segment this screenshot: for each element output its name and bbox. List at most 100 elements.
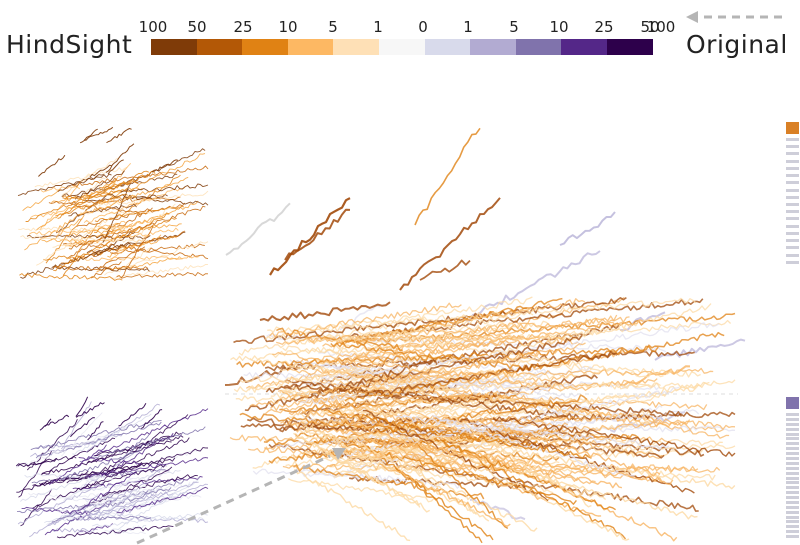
thumbnail-line (107, 193, 209, 206)
strip-row (786, 447, 799, 451)
trajectory-line (403, 441, 674, 486)
hindsight-thumbnail[interactable] (17, 126, 209, 281)
strip-row (786, 166, 799, 170)
thumbnail-line (77, 471, 137, 511)
thumbnail-line (83, 126, 114, 141)
legend-right-title: Original (686, 30, 788, 59)
legend-tick-label: 5 (328, 18, 338, 36)
original-thumbnail[interactable] (15, 396, 209, 539)
trajectory-line (474, 465, 630, 541)
thumbnail-line (44, 414, 70, 427)
thumbnail-line (46, 510, 87, 526)
thumbnail-line (19, 273, 123, 281)
thumbnail-line (66, 255, 200, 262)
thumbnail-line (46, 486, 160, 502)
trajectory-line (443, 442, 616, 511)
legend-tick-label: 25 (233, 18, 253, 36)
trajectory-line (414, 127, 481, 226)
strip-row (786, 417, 799, 421)
legend-tick-label: 50 (640, 18, 660, 36)
trajectory-line (303, 462, 447, 476)
thumbnail-line (98, 180, 139, 189)
trajectory-line (508, 466, 607, 501)
strip-row (786, 476, 799, 480)
trajectory-line (264, 296, 533, 340)
original-side-strip[interactable] (786, 397, 799, 542)
trajectory-line (399, 197, 501, 291)
legend-color-swatch (470, 39, 517, 55)
thumbnail-line (17, 455, 77, 467)
legend-tick-label: 10 (549, 18, 569, 36)
legend-color-swatch (515, 39, 562, 55)
trajectory-line (248, 365, 376, 393)
trajectory-line (334, 419, 652, 467)
strip-header (786, 122, 799, 134)
thumbnail-line (73, 469, 181, 495)
hindsight-side-strip[interactable] (786, 122, 799, 270)
thumbnail-line (38, 154, 66, 177)
strip-row (786, 188, 799, 192)
strip-row (786, 195, 799, 199)
thumbnail-line (52, 265, 149, 271)
thumbnail-line (107, 475, 172, 484)
thumbnail-line (98, 153, 206, 205)
thumbnail-line (93, 222, 121, 233)
thumbnail-line (116, 272, 209, 279)
trajectory-line (327, 414, 438, 455)
thumbnail-line (79, 176, 189, 216)
strip-header (786, 397, 799, 409)
thumbnail-line (107, 159, 124, 175)
thumbnail-line (85, 450, 198, 482)
trajectory-line (464, 250, 601, 322)
thumbnail-line (79, 426, 206, 463)
strip-row (786, 471, 799, 475)
strip-row (786, 181, 799, 185)
legend-tick-label: 10 (278, 18, 298, 36)
thumbnail-line (118, 402, 147, 427)
trajectory-line (334, 311, 534, 342)
trajectory-line (296, 418, 570, 428)
thumbnail-line (38, 457, 176, 486)
trajectory-line (559, 211, 616, 246)
strip-row (786, 456, 799, 460)
thumbnail-line (74, 170, 125, 200)
trajectory-line (348, 318, 644, 362)
thumbnail-line (87, 421, 104, 441)
legend-color-swatch (242, 39, 289, 55)
thumbnail-line (39, 418, 52, 431)
thumbnail-line (92, 231, 136, 257)
thumbnail-line (41, 437, 116, 475)
trajectory-line (224, 365, 301, 386)
thumbnail-line (20, 488, 53, 527)
thumbnail-line (36, 216, 111, 266)
trajectory-line (276, 316, 630, 345)
legend-color-swatch (333, 39, 380, 55)
strip-row (786, 505, 799, 509)
thumbnail-line (91, 512, 208, 527)
trajectory-line (265, 350, 540, 415)
strip-row (786, 500, 799, 504)
strip-row (786, 496, 799, 500)
trajectory-line (395, 414, 670, 450)
thumbnail-line (106, 485, 147, 514)
trajectory-line (346, 367, 714, 380)
strip-row (786, 427, 799, 431)
thumbnail-line (101, 474, 198, 497)
strip-row (786, 530, 799, 534)
thumbnail-line (97, 220, 127, 228)
strip-row (786, 422, 799, 426)
trajectory-line (469, 498, 526, 521)
thumbnail-line (95, 494, 202, 506)
thumbnail-line (115, 414, 189, 464)
thumbnail-line (72, 476, 203, 490)
thumbnail-line (106, 128, 132, 144)
trajectory-line (323, 408, 592, 459)
trajectory-line (414, 443, 509, 530)
strip-row (786, 481, 799, 485)
trajectory-line (452, 416, 592, 508)
trajectory-line (323, 388, 471, 403)
thumbnail-line (107, 477, 201, 535)
trajectory-line (431, 447, 698, 520)
thumbnail-line (104, 241, 209, 276)
